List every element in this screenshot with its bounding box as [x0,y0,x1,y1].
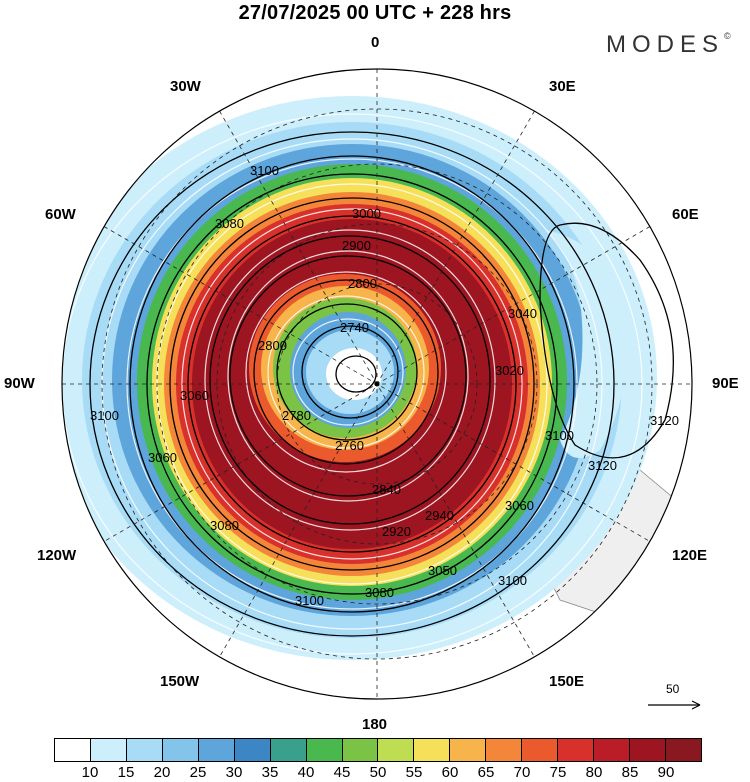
contour-label: 2800 [348,276,377,291]
colorbar-segment [378,739,415,761]
colorbar-segment [594,739,630,761]
contour-label: 3040 [508,306,537,321]
colorbar-segment [90,739,127,761]
colorbar-tick-label: 35 [261,764,279,781]
lon-label-150w: 150W [160,673,200,690]
contour-label: 3060 [148,450,177,465]
contour-label: 3100 [545,428,574,443]
colorbar-tick-label: 70 [513,764,531,781]
colorbar-segment [486,739,523,761]
band-10-inner [326,348,382,400]
colorbar-segment [270,739,307,761]
lon-label-0: 0 [371,34,380,51]
colorbar-segment [522,739,559,761]
lon-label-60w: 60W [45,206,76,223]
contour-label: 3080 [210,518,239,533]
lon-label-120e: 120E [672,547,708,564]
lon-label-180: 180 [362,716,388,733]
contour-label: 3020 [495,363,524,378]
colorbar [54,738,702,762]
contour-label: 3000 [352,206,381,221]
contour-label: 3100 [498,573,527,588]
colorbar-segment [306,739,343,761]
contour-label: 3060 [180,388,209,403]
colorbar-tick-label: 50 [369,764,387,781]
colorbar-segment [126,739,163,761]
colorbar-tick-label: 80 [585,764,603,781]
colorbar-tick-label: 65 [477,764,495,781]
lon-label-30w: 30W [170,78,201,95]
contour-label: 2940 [425,508,454,523]
colorbar-segment [414,739,451,761]
map-border [61,68,693,700]
colorbar-tick-label: 85 [621,764,639,781]
colorbar-tick-label: 25 [189,764,207,781]
polar-map: 3100 3080 3000 2900 2800 2740 2780 2760 … [61,68,701,710]
lon-label-90w: 90W [4,375,35,392]
pole-point [374,381,380,387]
contour-label: 3080 [365,585,394,600]
lon-label-30e: 30E [549,78,576,95]
colorbar-segment [558,739,595,761]
scale-vector-label: 50 [666,682,680,696]
colorbar-segment [630,739,666,761]
lon-label-120w: 120W [37,547,77,564]
colorbar-segment [234,739,271,761]
wind-shading [62,96,657,660]
colorbar-segment [342,739,379,761]
contour-label: 3100 [295,593,324,608]
east-jet-lobe [545,230,627,458]
contour-label: 3080 [215,216,244,231]
chart-title: 27/07/2025 00 UTC + 228 hrs [238,2,512,24]
lon-label-90e: 90E [712,375,739,392]
contour-label-group: 3100 3080 3000 2900 2800 2740 2780 2760 … [90,163,679,608]
contour-label: 2840 [372,482,401,497]
contour-label: 3060 [505,498,534,513]
contour-label: 3120 [588,458,617,473]
colorbar-tick-label: 10 [81,764,99,781]
contour-label: 2740 [340,320,369,335]
contour-label: 2780 [282,408,311,423]
colorbar-tick-label: 45 [333,764,351,781]
contour-label: 3100 [90,408,119,423]
colorbar-segment [198,739,235,761]
colorbar-segment [55,739,91,761]
colorbar-tick-label: 75 [549,764,567,781]
lon-label-60e: 60E [672,206,699,223]
contour-label: 2900 [342,238,371,253]
contour-label: 2800 [258,338,287,353]
colorbar-tick-label: 40 [297,764,315,781]
contour-label: 3050 [428,563,457,578]
colorbar-ticks: 10 15 20 25 30 35 40 45 50 55 60 65 70 75 80 85 90 [54,764,702,782]
colorbar-tick-label: 60 [441,764,459,781]
lon-label-150e: 150E [549,673,585,690]
colorbar-segment [450,739,487,761]
colorbar-tick-label: 15 [117,764,135,781]
colorbar-segment [665,739,701,761]
contour-label: 3120 [650,413,679,428]
contour-label: 3100 [250,163,279,178]
colorbar-segment [162,739,199,761]
scale-vector-head [691,700,701,710]
colorbar-tick-label: 55 [405,764,423,781]
contour-label: 2920 [382,524,411,539]
brand-logo: MODES© [606,31,731,58]
colorbar-tick-label: 90 [657,764,675,781]
colorbar-tick-label: 20 [153,764,171,781]
colorbar-tick-label: 30 [225,764,243,781]
contour-label: 2760 [335,438,364,453]
